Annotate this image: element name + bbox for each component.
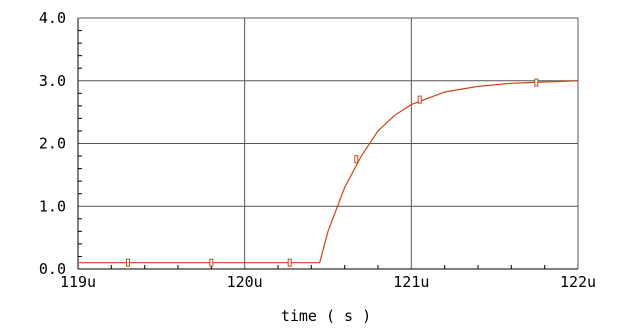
x-tick-label: 120u xyxy=(227,273,263,291)
trace-marker xyxy=(287,258,292,267)
signal-trace xyxy=(78,80,579,264)
x-tick-label: 121u xyxy=(393,273,429,291)
y-tick-label: 0.0 xyxy=(39,260,66,278)
tick-label-layer: 119u 120u 121u 122u 0.0 1.0 2.0 3.0 4.0 xyxy=(39,9,596,291)
trace-marker xyxy=(209,258,214,267)
y-tick-label: 2.0 xyxy=(39,135,66,153)
trace-marker xyxy=(417,95,422,104)
x-axis-title: time ( s ) xyxy=(281,307,371,325)
y-tick-label: 4.0 xyxy=(39,9,66,27)
trace-marker xyxy=(354,155,359,164)
y-tick-label: 1.0 xyxy=(39,197,66,215)
x-tick-label: 119u xyxy=(60,273,96,291)
trace-marker xyxy=(126,258,130,267)
trace-layer xyxy=(78,80,579,264)
grid-layer xyxy=(78,18,578,269)
x-tick-label: 122u xyxy=(560,273,596,291)
marker-layer xyxy=(126,78,539,267)
trace-marker xyxy=(534,78,539,87)
y-tick-label: 3.0 xyxy=(39,72,66,90)
axis-frame xyxy=(77,17,579,270)
